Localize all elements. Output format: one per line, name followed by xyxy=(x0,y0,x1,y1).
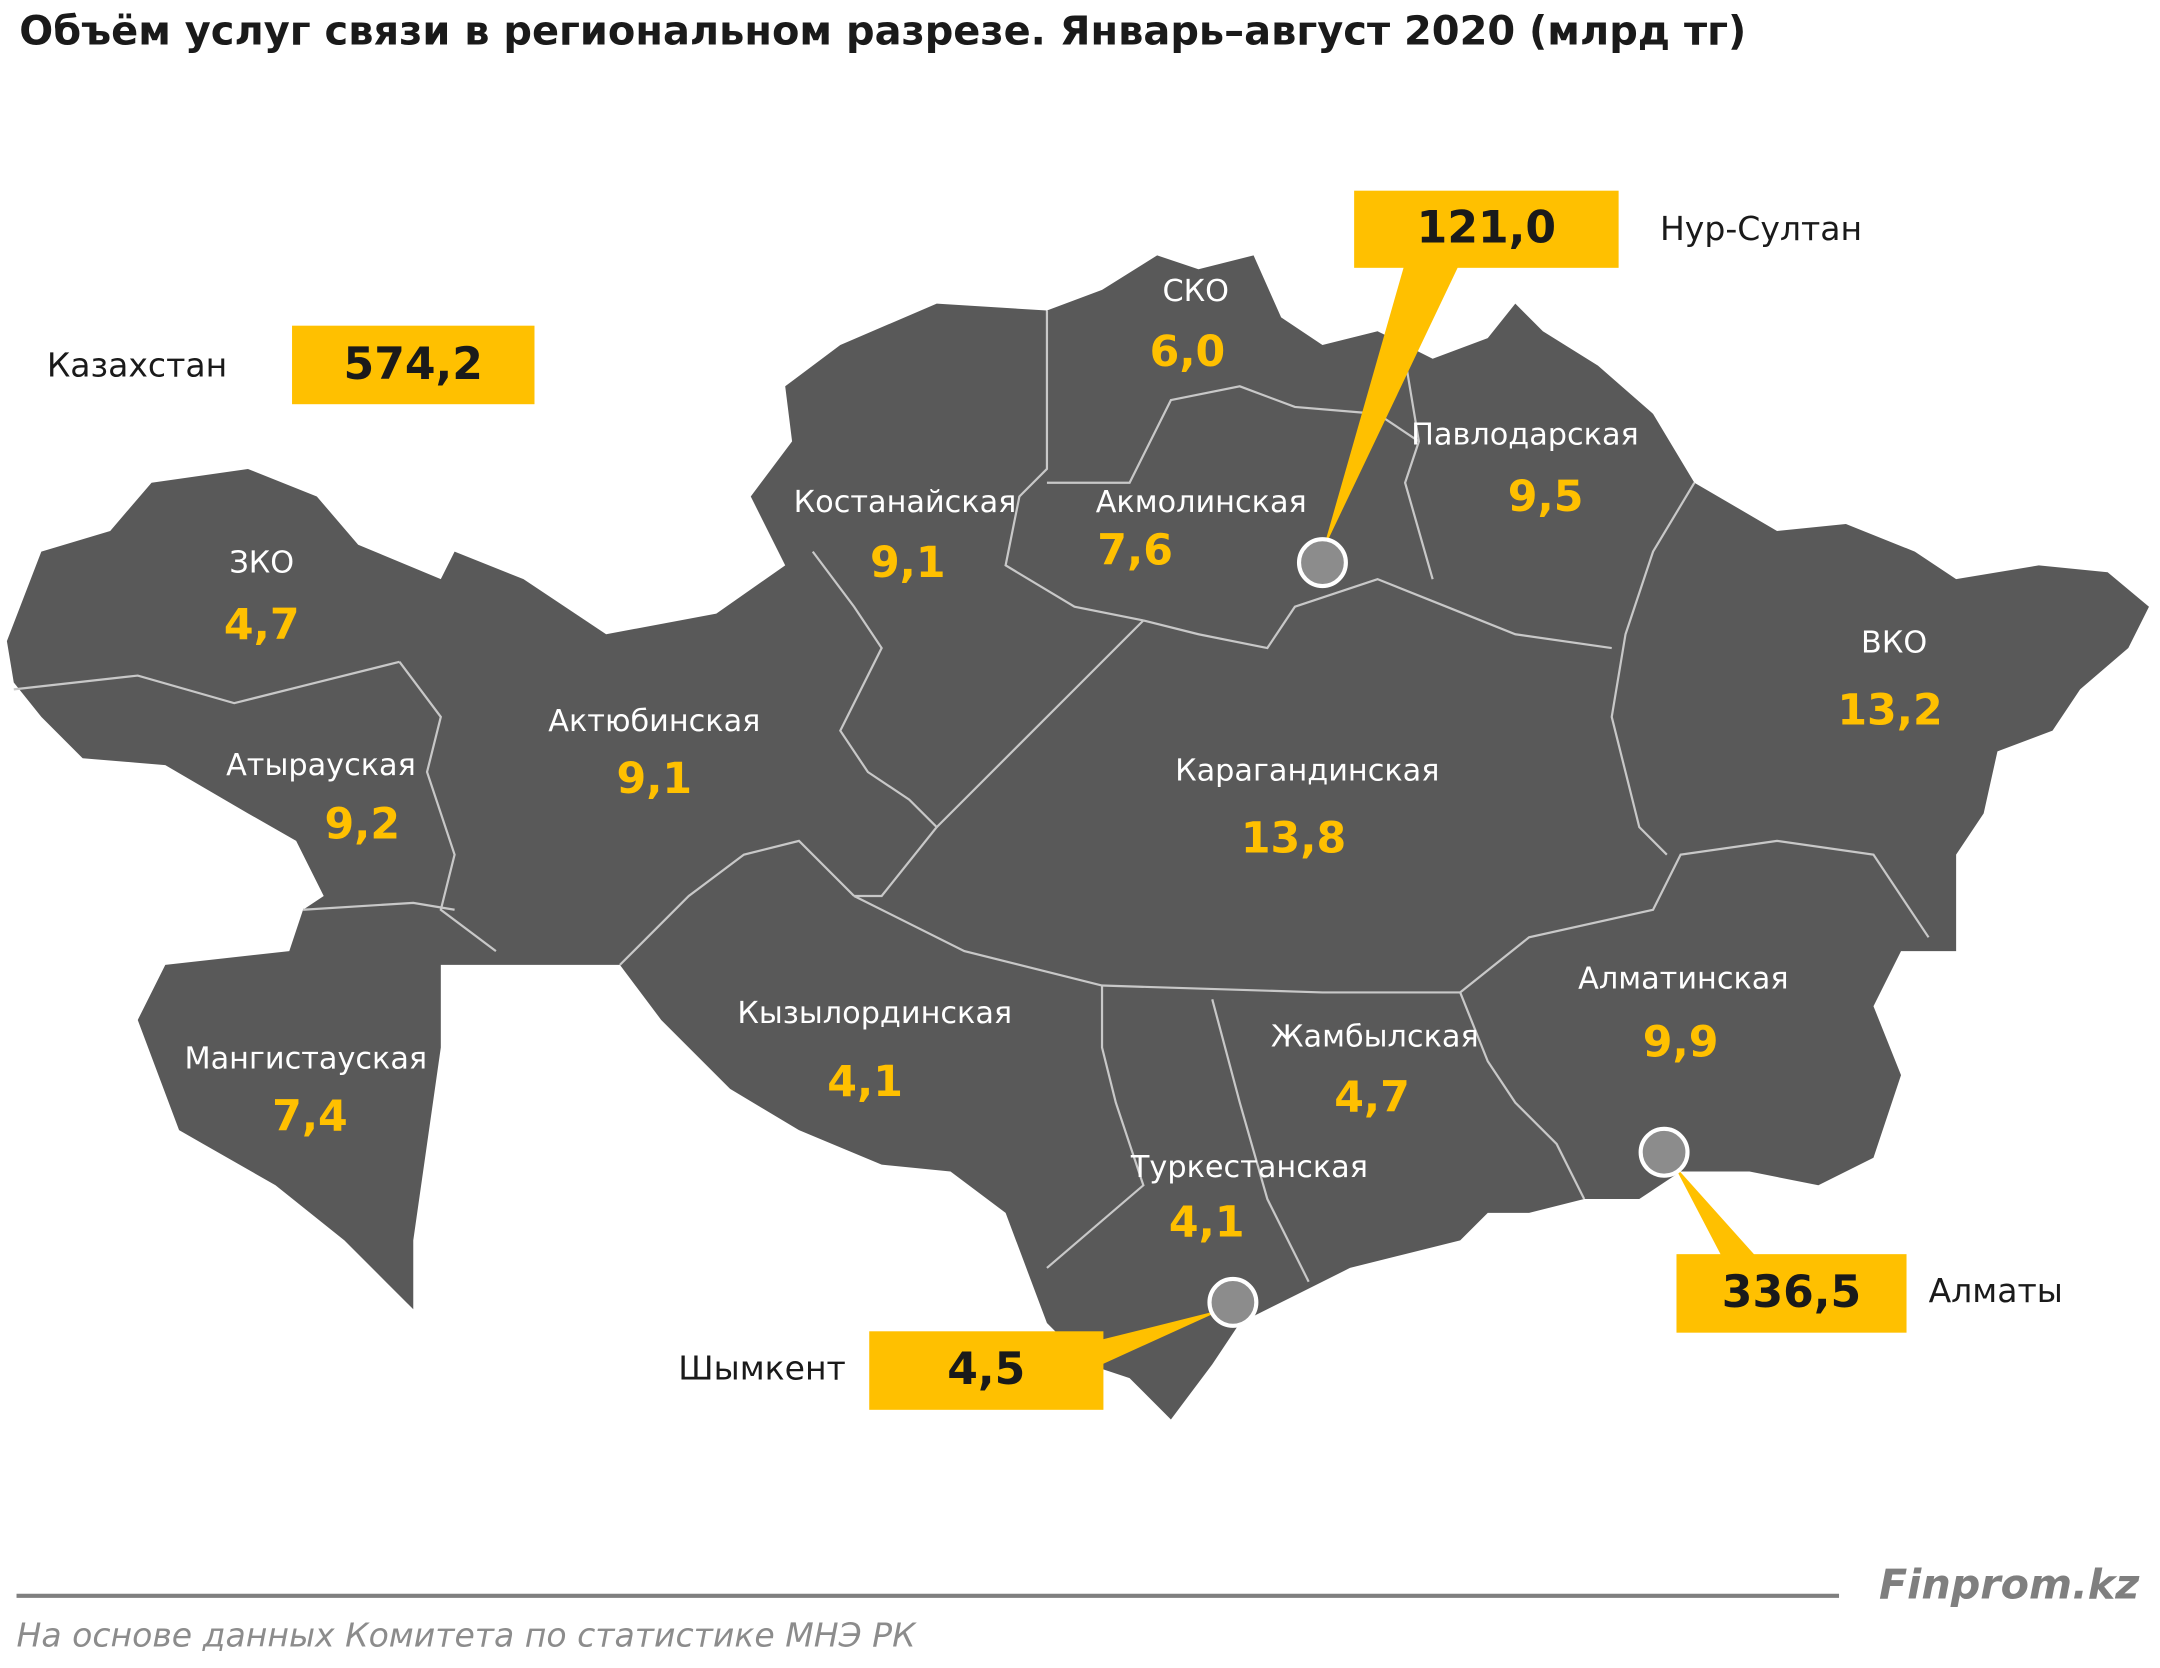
region-name: ВКО xyxy=(1861,625,1927,660)
total-label: Казахстан xyxy=(47,346,227,385)
city-value: 4,5 xyxy=(947,1344,1025,1395)
region-name: Туркестанская xyxy=(1130,1150,1368,1185)
border xyxy=(1143,577,1612,650)
region-borders xyxy=(13,310,1930,1283)
region-value: 9,9 xyxy=(1643,1017,1719,1067)
border xyxy=(1004,310,1144,622)
country-shape xyxy=(6,255,2149,1420)
region-value: 7,4 xyxy=(272,1092,348,1142)
city-name: Алматы xyxy=(1929,1271,2063,1310)
pointer xyxy=(1102,1309,1224,1365)
region-name: Карагандинская xyxy=(1175,754,1439,789)
region-value: 9,1 xyxy=(870,538,946,588)
pointer xyxy=(1322,262,1461,552)
city-name: Шымкент xyxy=(678,1348,846,1387)
region-value: 9,1 xyxy=(617,754,693,804)
region-value: 9,5 xyxy=(1508,472,1584,522)
border xyxy=(811,550,939,898)
total-value: 574,2 xyxy=(344,339,483,390)
region-value: 7,6 xyxy=(1097,525,1173,575)
region-value: 4,1 xyxy=(827,1057,903,1107)
border xyxy=(1211,999,1310,1283)
border xyxy=(935,619,1145,828)
border xyxy=(1046,985,1145,1269)
border xyxy=(853,839,1930,994)
region-value: 13,2 xyxy=(1837,685,1942,735)
region-name: ЗКО xyxy=(229,546,294,581)
region-name: Алматинская xyxy=(1578,962,1788,997)
region-name: Жамбылская xyxy=(1271,1019,1479,1054)
region-value: 9,2 xyxy=(324,800,400,850)
city-marker xyxy=(1296,537,1348,589)
region-name: Костанайская xyxy=(794,485,1017,520)
region-name: Кызылординская xyxy=(737,996,1012,1031)
region-value: 4,7 xyxy=(224,600,300,650)
city-box xyxy=(1354,190,1619,268)
region-value: 13,8 xyxy=(1241,813,1346,863)
region-value: 4,1 xyxy=(1169,1198,1245,1248)
city-marker xyxy=(1638,1126,1690,1178)
region-name: СКО xyxy=(1162,274,1229,309)
border xyxy=(1459,992,1586,1200)
region-name: Павлодарская xyxy=(1411,417,1639,452)
title: Объём услуг связи в региональном разрезе… xyxy=(19,9,1746,55)
border xyxy=(398,661,497,952)
city-name: Нур-Султан xyxy=(1660,209,1862,248)
brand: Finprom.kz xyxy=(1879,1561,2140,1609)
pointer xyxy=(1673,1164,1757,1257)
city-markers xyxy=(1207,537,1690,1328)
city-value: 121,0 xyxy=(1417,203,1556,254)
border xyxy=(302,901,455,911)
region-name: Актюбинская xyxy=(548,704,760,739)
border xyxy=(1403,358,1434,580)
region-name: Мангистауская xyxy=(184,1041,427,1076)
city-value: 336,5 xyxy=(1722,1267,1861,1318)
region-value: 6,0 xyxy=(1150,327,1226,377)
border xyxy=(1610,482,1696,856)
region-name: Атырауская xyxy=(226,748,416,783)
border xyxy=(619,839,855,966)
region-value: 4,7 xyxy=(1334,1072,1410,1122)
total-box xyxy=(292,325,535,405)
region-name: Акмолинская xyxy=(1096,485,1307,520)
city-box xyxy=(1676,1254,1907,1333)
city-marker xyxy=(1207,1276,1259,1328)
source: На основе данных Комитета по статистике … xyxy=(17,1616,918,1655)
border xyxy=(13,660,400,705)
callout-pointers xyxy=(1102,262,1757,1365)
city-box xyxy=(869,1331,1104,1410)
